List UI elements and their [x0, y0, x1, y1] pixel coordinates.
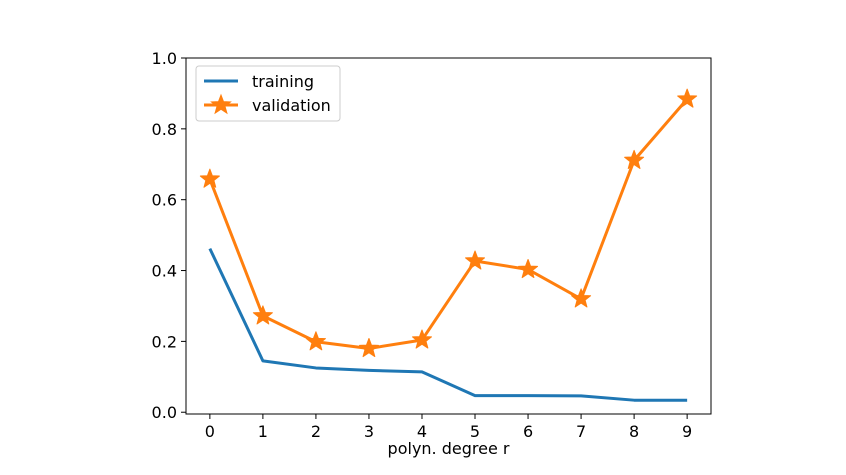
data-point-validation [571, 288, 592, 308]
legend-label-validation: validation [252, 96, 331, 115]
y-tick-label: 0.8 [152, 120, 177, 139]
x-tick-label: 3 [364, 422, 374, 441]
x-tick-label: 2 [311, 422, 321, 441]
x-axis: 0 1 2 3 4 5 6 7 8 9 [205, 414, 692, 441]
data-point-validation [624, 149, 645, 169]
data-point-validation [252, 305, 273, 325]
x-tick-label: 0 [205, 422, 215, 441]
x-tick-label: 6 [523, 422, 533, 441]
data-point-validation [411, 329, 432, 349]
x-tick-label: 9 [682, 422, 692, 441]
data-point-validation [199, 168, 220, 188]
x-tick-label: 5 [470, 422, 480, 441]
y-tick-label: 1.0 [152, 49, 177, 68]
data-point-validation [305, 331, 326, 351]
data-point-validation [465, 250, 486, 270]
x-axis-label: polyn. degree r [388, 439, 510, 458]
legend: training validation [195, 65, 341, 122]
plot-frame [185, 57, 712, 415]
series-layer [199, 88, 698, 402]
data-point-validation [518, 258, 539, 279]
x-tick-label: 1 [258, 422, 268, 441]
y-tick-label: 0.0 [152, 403, 177, 422]
data-point-validation [677, 88, 698, 108]
y-axis: 0.0 0.2 0.4 0.6 0.8 1.0 [152, 49, 186, 422]
data-point-validation [358, 337, 379, 358]
x-tick-label: 4 [417, 422, 427, 441]
legend-label-training: training [252, 72, 314, 91]
x-tick-label: 8 [629, 422, 639, 441]
legend-star-marker-validation [210, 93, 232, 115]
y-tick-label: 0.6 [152, 191, 177, 210]
series-line-training [208, 247, 688, 402]
series-line-validation [208, 98, 689, 350]
x-tick-label: 7 [576, 422, 586, 441]
y-tick-label: 0.2 [152, 332, 177, 351]
y-tick-label: 0.4 [152, 262, 177, 281]
